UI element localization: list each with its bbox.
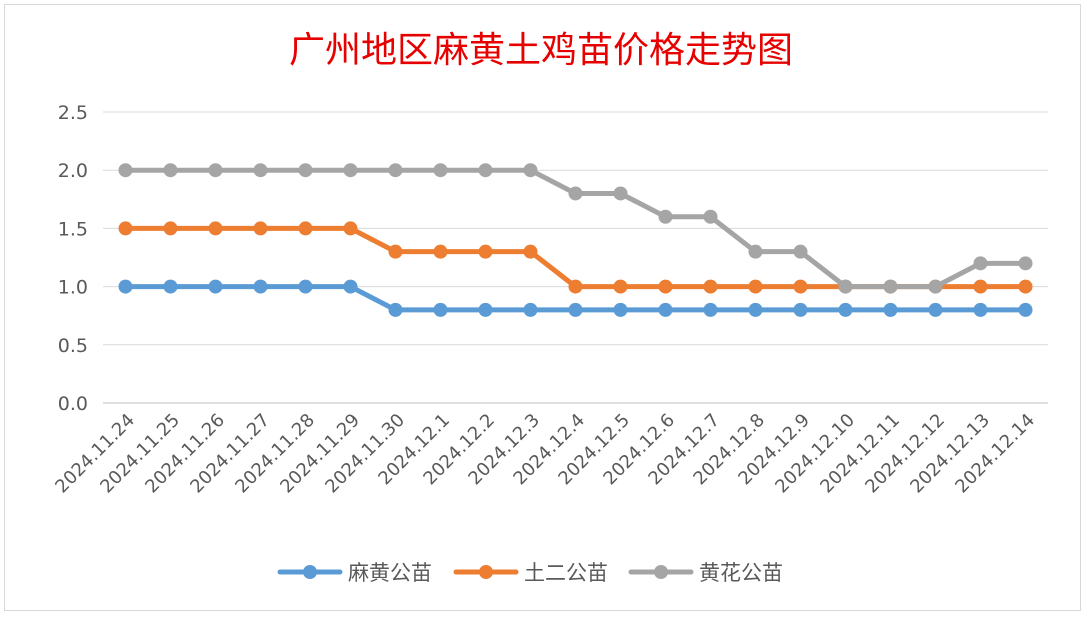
data-point [478, 244, 493, 259]
x-axis: 2024.11.242024.11.252024.11.262024.11.27… [51, 410, 1039, 498]
data-point [388, 244, 403, 259]
data-point [298, 163, 313, 178]
data-point [1018, 279, 1033, 294]
chart-title: 广州地区麻黄土鸡苗价格走势图 [289, 30, 793, 71]
data-point [793, 302, 808, 317]
legend: 麻黄公苗 土二公苗 黄花公苗 [277, 561, 783, 585]
data-point [343, 221, 358, 236]
data-point [973, 256, 988, 271]
legend-label: 麻黄公苗 [348, 561, 432, 585]
data-point [118, 163, 133, 178]
y-tick-label: 0.0 [58, 393, 88, 415]
data-point [568, 302, 583, 317]
data-point [838, 279, 853, 294]
data-point [658, 302, 673, 317]
y-tick-label: 1.5 [58, 218, 88, 240]
data-point [568, 279, 583, 294]
data-point [298, 221, 313, 236]
data-point [973, 279, 988, 294]
data-point [433, 163, 448, 178]
y-tick-label: 0.5 [58, 335, 88, 357]
data-point [613, 302, 628, 317]
data-point [523, 302, 538, 317]
legend-item: 黄花公苗 [628, 561, 783, 585]
legend-item: 土二公苗 [453, 561, 608, 585]
data-point [928, 302, 943, 317]
data-point [253, 163, 268, 178]
data-point [928, 279, 943, 294]
series-line [123, 225, 1028, 290]
data-point [163, 163, 178, 178]
data-point [478, 163, 493, 178]
data-point [433, 302, 448, 317]
data-point [523, 244, 538, 259]
data-point [163, 221, 178, 236]
data-point [343, 163, 358, 178]
data-point [613, 186, 628, 201]
gridlines [103, 111, 1048, 404]
data-point [208, 163, 223, 178]
data-point [118, 279, 133, 294]
series-1 [118, 279, 1033, 317]
legend-label: 土二公苗 [524, 561, 608, 585]
data-point [658, 279, 673, 294]
legend-label: 黄花公苗 [699, 561, 783, 585]
data-point [973, 302, 988, 317]
legend-swatch-marker [479, 565, 493, 579]
y-tick-label: 2.5 [58, 102, 88, 124]
data-point [118, 221, 133, 236]
data-point [523, 163, 538, 178]
data-point [658, 209, 673, 224]
data-point [253, 279, 268, 294]
data-point [163, 279, 178, 294]
data-point [568, 186, 583, 201]
data-point [748, 279, 763, 294]
data-point [208, 279, 223, 294]
data-point [208, 221, 223, 236]
data-point [343, 279, 358, 294]
data-point [613, 279, 628, 294]
y-axis: 0.0 0.5 1.0 1.5 2.0 2.5 [58, 102, 88, 415]
data-point [433, 244, 448, 259]
data-point [793, 279, 808, 294]
data-point [703, 302, 718, 317]
series-3 [118, 163, 1033, 294]
legend-item: 麻黄公苗 [277, 561, 432, 585]
y-tick-label: 2.0 [58, 160, 88, 182]
legend-swatch-marker [303, 565, 317, 579]
data-point [298, 279, 313, 294]
legend-swatch-marker [654, 565, 668, 579]
data-point [838, 302, 853, 317]
data-point [703, 209, 718, 224]
data-point [748, 302, 763, 317]
data-point [388, 302, 403, 317]
y-tick-label: 1.0 [58, 277, 88, 299]
data-point [253, 221, 268, 236]
data-point [1018, 256, 1033, 271]
data-point [793, 244, 808, 259]
data-point [703, 279, 718, 294]
data-point [883, 279, 898, 294]
data-point [1018, 302, 1033, 317]
data-point [478, 302, 493, 317]
data-point [748, 244, 763, 259]
series-layer [118, 163, 1033, 317]
data-point [883, 302, 898, 317]
data-point [388, 163, 403, 178]
